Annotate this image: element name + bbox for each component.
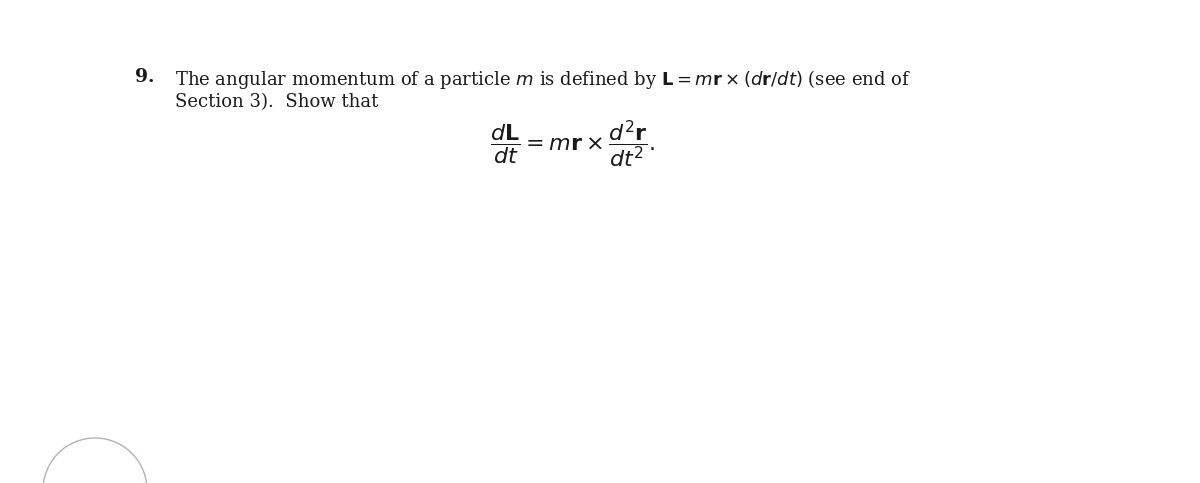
Text: 9.: 9. bbox=[134, 68, 155, 86]
Text: Section 3).  Show that: Section 3). Show that bbox=[175, 93, 378, 111]
Text: $\dfrac{d\mathbf{L}}{dt} = m\mathbf{r} \times \dfrac{d^2\mathbf{r}}{dt^2}.$: $\dfrac{d\mathbf{L}}{dt} = m\mathbf{r} \… bbox=[490, 118, 655, 170]
Text: The angular momentum of a particle $m$ is defined by $\mathbf{L} = m\mathbf{r} \: The angular momentum of a particle $m$ i… bbox=[175, 68, 911, 91]
